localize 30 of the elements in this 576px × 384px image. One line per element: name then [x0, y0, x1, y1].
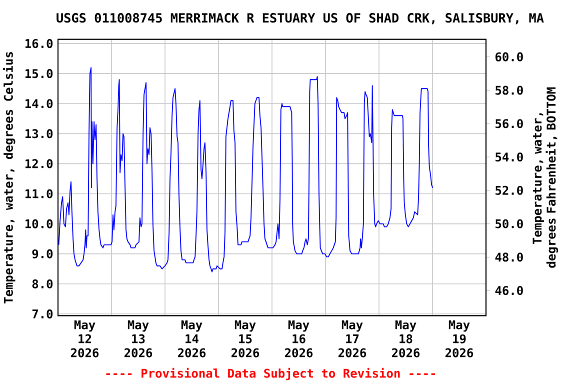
y2-tick-label: 56.0	[496, 119, 523, 128]
y-tick-label: 14.0	[26, 99, 53, 108]
y2-tick-label: 60.0	[495, 52, 523, 62]
y-tick-label: 15.0	[26, 69, 53, 78]
y2-tick-label: 48.0	[495, 252, 523, 262]
y-tick-label: 10.0	[26, 219, 53, 228]
y-tick-label: 8.0	[32, 279, 53, 288]
x-tick-label: May 13 2026	[124, 320, 152, 358]
x-tick-label: May 17 2026	[338, 320, 366, 358]
x-tick-label: May 15 2026	[231, 320, 260, 358]
y-tick-label: 12.0	[26, 159, 53, 168]
y2-tick-label: 58.0	[496, 86, 523, 95]
y2-axis-title: Temperature, water, degrees Fahrenheit, BOTTOM	[532, 87, 558, 268]
chart-title: USGS 011008745 MERRIMACK R ESTUARY US OF SHAD CRK, SALISBURY, MA	[56, 13, 544, 24]
x-tick-label: May 16 2026	[284, 320, 313, 358]
x-tick-label: May 14 2026	[178, 320, 206, 358]
y-tick-label: 7.0	[32, 309, 53, 318]
y-tick-label: 16.0	[26, 39, 53, 48]
y-tick-label: 11.0	[26, 189, 53, 198]
x-tick-label: May 12 2026	[70, 320, 99, 358]
x-tick-label: May 19 2026	[445, 320, 474, 358]
y2-tick-label: 54.0	[496, 152, 523, 162]
y2-tick-label: 46.0	[495, 286, 523, 296]
y-axis-title: Temperature, water, degrees Celsius	[2, 52, 16, 304]
y-tick-label: 13.0	[26, 129, 53, 138]
y-tick-label: 9.0	[32, 249, 53, 258]
y2-tick-label: 52.0	[496, 186, 523, 195]
y2-tick-label: 50.0	[496, 219, 523, 228]
x-tick-label: May 18 2026	[392, 320, 420, 358]
text: ---- Provisional Data Subject to Revision ----	[106, 368, 436, 380]
